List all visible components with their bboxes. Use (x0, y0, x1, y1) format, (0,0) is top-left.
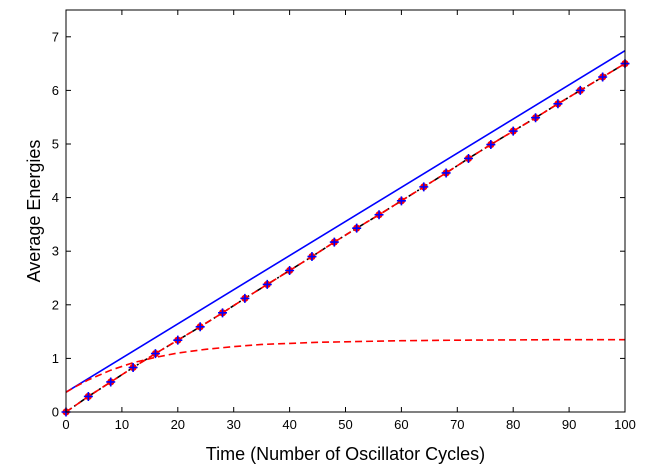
y-tick-label: 7 (52, 29, 59, 44)
data-marker (463, 153, 473, 163)
data-marker (374, 210, 384, 220)
x-tick-label: 100 (614, 417, 636, 432)
data-marker (307, 252, 317, 262)
y-tick-label: 1 (52, 351, 59, 366)
data-marker (128, 363, 138, 373)
plot-area (66, 10, 625, 412)
data-marker (396, 196, 406, 206)
marker-layer (61, 59, 630, 417)
data-marker (486, 140, 496, 150)
data-marker (195, 322, 205, 332)
data-marker (352, 223, 362, 233)
data-marker (106, 377, 116, 387)
series-line-2 (65, 62, 626, 413)
x-axis-title: Time (Number of Oscillator Cycles) (206, 444, 485, 464)
data-marker (218, 308, 228, 318)
tick-layer: 0 10 20 30 40 50 60 70 80 90 100 0 1 2 3 4 5 6 7 (52, 10, 636, 432)
series-line-0 (65, 50, 626, 393)
data-marker (531, 113, 541, 123)
y-tick-label: 4 (52, 190, 59, 205)
data-marker (575, 85, 585, 95)
y-tick-label: 2 (52, 297, 59, 312)
y-tick-label: 0 (52, 405, 59, 420)
x-tick-label: 90 (562, 417, 576, 432)
data-marker (240, 293, 250, 303)
data-marker (83, 391, 93, 401)
y-axis-title: Average Energies (24, 140, 44, 283)
data-marker (508, 126, 518, 136)
data-marker (150, 349, 160, 359)
x-tick-label: 20 (171, 417, 185, 432)
y-tick-label: 6 (52, 83, 59, 98)
data-marker (329, 237, 339, 247)
data-marker (553, 99, 563, 109)
series-line-3 (65, 338, 625, 393)
x-tick-label: 60 (394, 417, 408, 432)
data-marker (598, 72, 608, 82)
x-tick-label: 80 (506, 417, 520, 432)
data-marker (419, 182, 429, 192)
x-tick-label: 0 (62, 417, 69, 432)
data-marker (173, 335, 183, 345)
data-marker (441, 168, 451, 178)
x-tick-label: 30 (226, 417, 240, 432)
series-layer (65, 50, 626, 413)
x-tick-label: 10 (115, 417, 129, 432)
x-tick-label: 70 (450, 417, 464, 432)
data-marker (262, 279, 272, 289)
x-tick-label: 40 (282, 417, 296, 432)
x-tick-label: 50 (338, 417, 352, 432)
y-tick-label: 5 (52, 137, 59, 152)
y-tick-label: 3 (52, 244, 59, 259)
data-marker (285, 265, 295, 275)
